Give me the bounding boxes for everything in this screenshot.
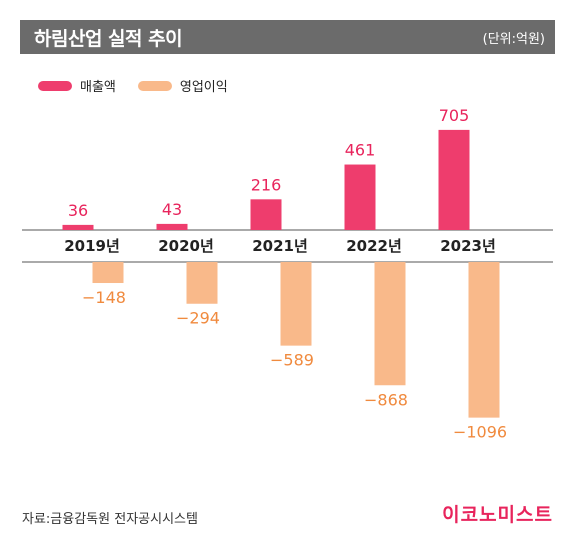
title-bar: 하림산업 실적 추이 (단위:억원): [20, 20, 555, 54]
operating-profit-value-label-5: −1096: [453, 423, 507, 442]
operating-profit-bar-2: [186, 262, 218, 304]
revenue-bar-5: [438, 129, 470, 230]
x-tick-label-2: 2020년: [158, 237, 214, 255]
revenue-value-label-3: 216: [251, 175, 282, 194]
revenue-bar-4: [344, 164, 376, 230]
operating-profit-value-label-3: −589: [270, 351, 314, 370]
operating-profit-value-label-1: −148: [82, 288, 126, 307]
source-note: 자료:금융감독원 전자공시시스템: [22, 512, 198, 527]
revenue-value-label-5: 705: [439, 106, 470, 125]
x-tick-label-3: 2021년: [252, 237, 308, 255]
revenue-value-label-1: 36: [68, 201, 88, 220]
operating-profit-value-label-2: −294: [176, 309, 220, 328]
operating-profit-value-label-4: −868: [364, 390, 408, 409]
x-tick-label-4: 2022년: [346, 237, 402, 255]
revenue-bar-2: [156, 223, 188, 230]
legend-item-operating-profit: 영업이익: [137, 76, 228, 95]
unit-label: (단위:억원): [482, 32, 545, 47]
chart-title: 하림산업 실적 추이: [34, 28, 183, 50]
operating-profit-bar-5: [468, 262, 500, 418]
operating-profit-bar-3: [280, 262, 312, 346]
revenue-value-label-2: 43: [162, 200, 182, 219]
x-tick-label-5: 2023년: [440, 237, 496, 255]
legend: 매출액 영업이익: [38, 76, 250, 95]
legend-swatch-operating-profit: [137, 80, 172, 91]
legend-swatch-revenue: [38, 80, 72, 91]
legend-label-revenue: 매출액: [80, 80, 116, 95]
revenue-value-label-4: 461: [345, 141, 376, 160]
revenue-bar-3: [250, 199, 282, 230]
operating-profit-bar-1: [92, 262, 124, 284]
legend-item-revenue: 매출액: [38, 76, 116, 95]
brand-logo: 이코노미스트: [442, 504, 553, 526]
revenue-bar-1: [62, 224, 94, 230]
legend-label-operating-profit: 영업이익: [179, 80, 228, 95]
operating-profit-bar-4: [374, 262, 406, 386]
x-tick-label-1: 2019년: [64, 237, 120, 255]
